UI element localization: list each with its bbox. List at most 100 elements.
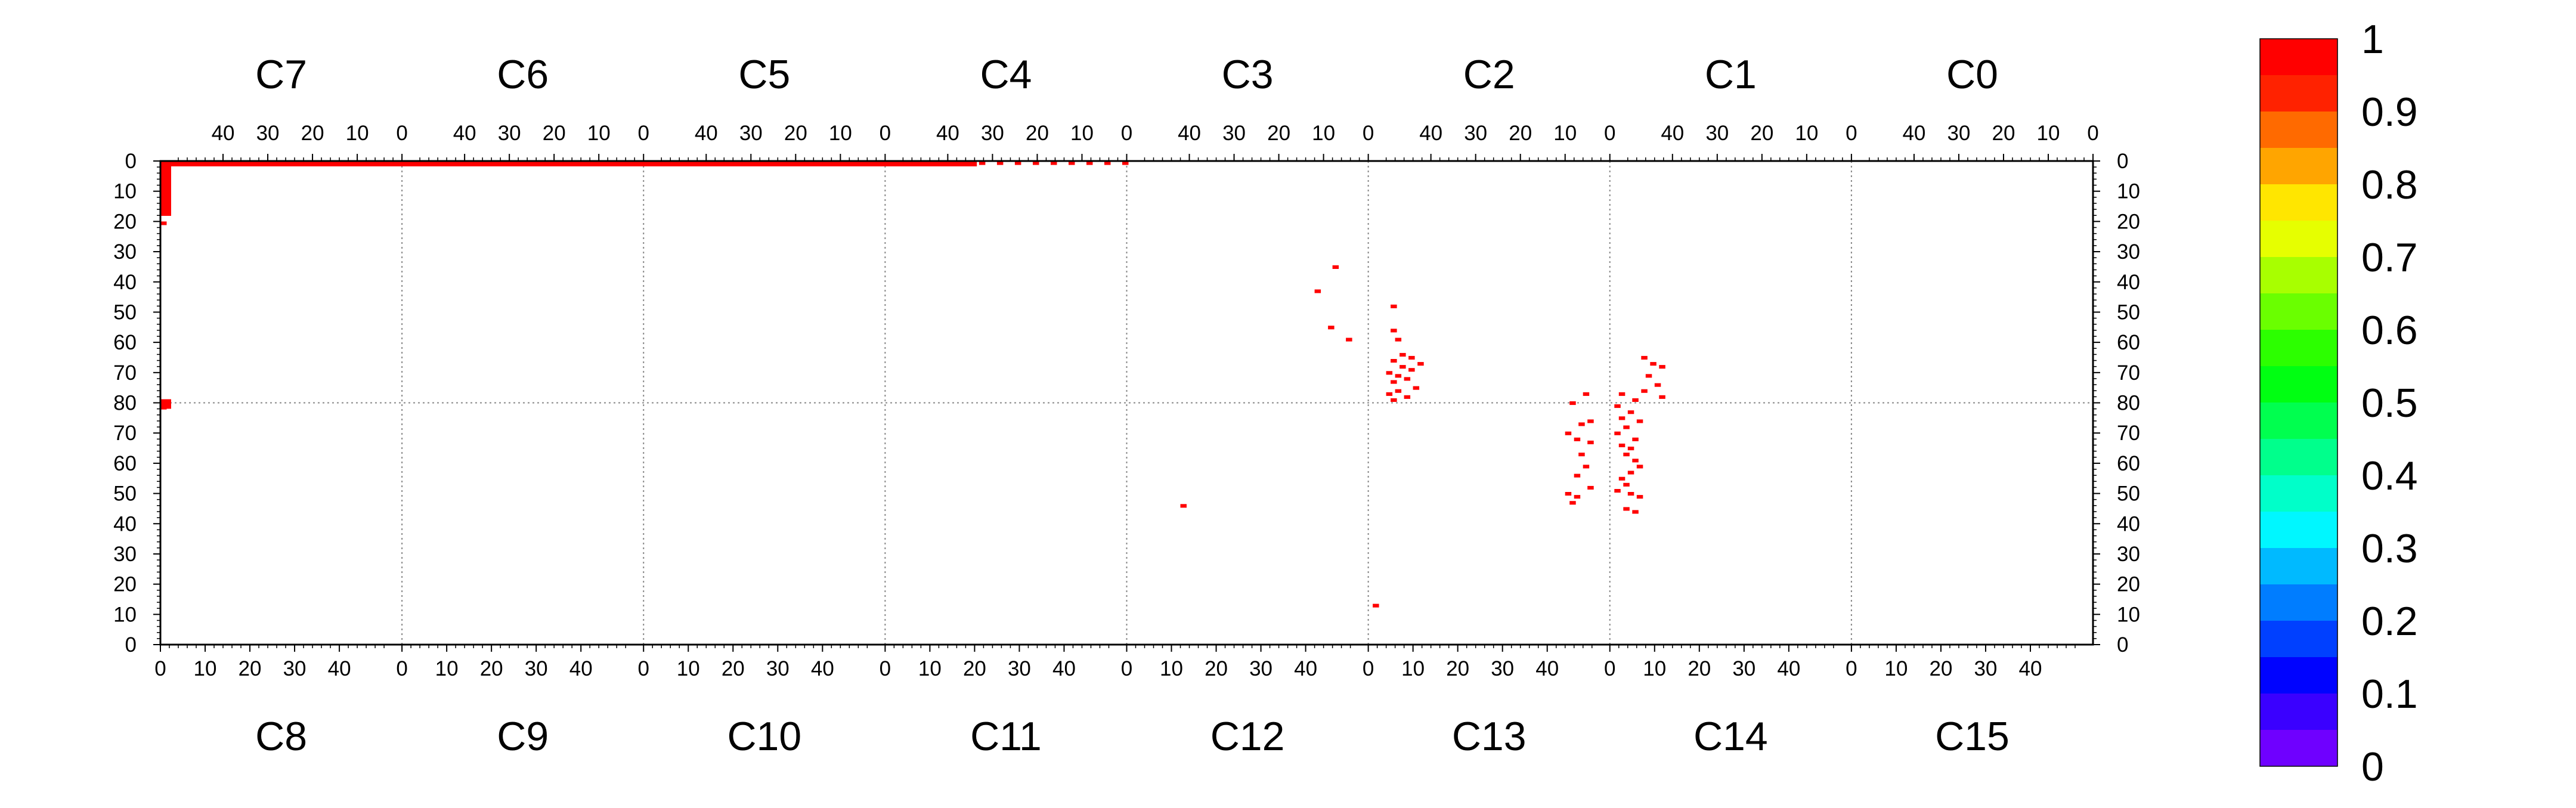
- colorbar-tick-label: 0.5: [2361, 380, 2418, 426]
- y-tick-label-right: 60: [2117, 452, 2140, 475]
- x-tick-label-bottom: 30: [1732, 657, 1755, 680]
- x-tick-label-bottom: 30: [766, 657, 789, 680]
- y-tick-label-left: 50: [113, 482, 137, 506]
- hit-pixel: [996, 161, 1004, 165]
- y-tick-label-right: 60: [2117, 331, 2140, 354]
- colorbar-segment: [2260, 439, 2337, 476]
- hit-pixel: [1641, 355, 1648, 360]
- hit-pixel: [1391, 304, 1397, 308]
- x-tick-label-bottom: 30: [1491, 657, 1514, 680]
- hit-pixel: [1623, 425, 1630, 429]
- x-tick-label-top: 20: [1509, 122, 1532, 145]
- y-tick-label-right: 10: [2117, 180, 2140, 203]
- colorbar-tick-label: 0.4: [2361, 453, 2418, 499]
- hit-pixel: [1413, 386, 1420, 390]
- colorbar-segment: [2260, 512, 2337, 549]
- chip-label-top: C4: [980, 52, 1032, 97]
- x-tick-label-top: 20: [1026, 122, 1049, 145]
- x-tick-label-bottom: 40: [1294, 657, 1317, 680]
- hit-pixel: [1417, 362, 1424, 366]
- y-tick-label-right: 70: [2117, 361, 2140, 385]
- x-tick-label-top: 40: [1902, 122, 1925, 145]
- colorbar-segment: [2260, 184, 2337, 221]
- hit-pixel: [1386, 392, 1393, 396]
- colorbar-segment: [2260, 694, 2337, 730]
- hit-pixel: [1645, 374, 1652, 378]
- hit-pixel: [1587, 485, 1594, 490]
- y-tick-label-left: 10: [113, 603, 137, 626]
- x-tick-label-bottom: 10: [677, 657, 700, 680]
- hit-pixel: [1632, 510, 1639, 514]
- y-tick-label-right: 20: [2117, 573, 2140, 596]
- y-tick-label-left: 30: [113, 240, 137, 264]
- x-tick-label-top: 30: [981, 122, 1004, 145]
- hit-pixel: [1391, 359, 1397, 363]
- chip-label-bottom: C8: [255, 714, 307, 759]
- y-tick-label-right: 80: [2117, 392, 2140, 415]
- hit-pixel: [1632, 398, 1639, 402]
- x-tick-label-top: 30: [1947, 122, 1970, 145]
- x-tick-label-top: 40: [1419, 122, 1442, 145]
- hit-pixel: [1654, 383, 1661, 387]
- colorbar-segment: [2260, 293, 2337, 330]
- chip-label-top: C2: [1463, 52, 1515, 97]
- colorbar-tick-label: 1: [2361, 17, 2384, 62]
- hit-pixel: [1180, 504, 1187, 508]
- chip-label-bottom: C10: [727, 714, 801, 759]
- hit-pixel: [1104, 161, 1111, 165]
- colorbar-tick-label: 0.9: [2361, 89, 2418, 135]
- hit-pixel: [1574, 495, 1581, 499]
- hit-pixel: [1583, 465, 1590, 469]
- x-tick-label-bottom: 0: [1846, 657, 1857, 680]
- x-tick-label-top: 20: [1992, 122, 2015, 145]
- colorbar-segment: [2260, 257, 2337, 294]
- hit-pixel: [1569, 401, 1576, 405]
- hit-column-stack: [160, 161, 171, 216]
- hit-pixel: [1395, 374, 1402, 378]
- hit-pixel: [1583, 392, 1590, 396]
- x-tick-label-bottom: 20: [1446, 657, 1469, 680]
- x-tick-label-bottom: 0: [1604, 657, 1615, 680]
- x-tick-label-top: 30: [256, 122, 280, 145]
- colorbar-segment: [2260, 475, 2337, 512]
- chip-label-top: C7: [255, 52, 307, 97]
- chip-label-top: C6: [497, 52, 549, 97]
- x-tick-label-bottom: 40: [328, 657, 351, 680]
- hit-pixel: [1618, 416, 1626, 420]
- hit-pixel: [1627, 410, 1634, 414]
- hit-pixel: [1618, 443, 1626, 447]
- x-tick-label-top: 40: [453, 122, 476, 145]
- x-tick-label-bottom: 0: [638, 657, 649, 680]
- x-tick-label-bottom: 0: [154, 657, 166, 680]
- chip-label-bottom: C12: [1210, 714, 1285, 759]
- hit-pixel: [1632, 459, 1639, 463]
- colorbar-tick-label: 0: [2361, 744, 2384, 790]
- hit-pixel: [1623, 482, 1630, 487]
- plot-background: [160, 161, 2093, 645]
- x-tick-label-top: 40: [1661, 122, 1684, 145]
- hit-pixel: [1574, 437, 1581, 441]
- hit-pixel: [1400, 365, 1406, 369]
- colorbar-segment: [2260, 221, 2337, 258]
- hit-pixel: [1574, 473, 1581, 478]
- x-tick-label-top: 20: [1267, 122, 1290, 145]
- x-tick-label-top: 10: [346, 122, 369, 145]
- x-tick-label-top: 10: [829, 122, 852, 145]
- y-tick-label-left: 60: [113, 452, 137, 475]
- x-tick-label-bottom: 10: [918, 657, 942, 680]
- x-tick-label-top: 30: [739, 122, 763, 145]
- y-tick-label-right: 30: [2117, 240, 2140, 264]
- hit-pixel: [1641, 389, 1648, 393]
- hit-pixel: [1627, 447, 1634, 451]
- x-tick-label-bottom: 10: [1401, 657, 1425, 680]
- hit-pixel: [1636, 419, 1643, 423]
- x-tick-label-bottom: 30: [283, 657, 306, 680]
- hit-pixel: [1069, 161, 1075, 165]
- colorbar-border: [2259, 38, 2338, 767]
- y-tick-label-right: 70: [2117, 422, 2140, 445]
- x-tick-label-top: 20: [1750, 122, 1773, 145]
- y-tick-label-right: 20: [2117, 210, 2140, 233]
- hit-pixel: [1614, 489, 1621, 493]
